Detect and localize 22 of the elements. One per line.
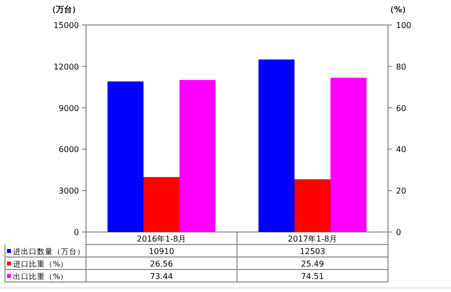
y2-tick-label: 20 bbox=[396, 186, 406, 196]
y-axis-title: （万台） bbox=[48, 5, 80, 14]
data-label: 73.44 bbox=[150, 272, 173, 281]
y2-axis-title: （%） bbox=[386, 5, 410, 14]
y2-tick-label: 40 bbox=[396, 145, 406, 154]
y2-tick-label: 80 bbox=[396, 62, 406, 72]
y2-tick-label: 60 bbox=[396, 104, 406, 113]
data-label: 25.49 bbox=[301, 260, 324, 268]
data-label: 10910 bbox=[148, 247, 174, 256]
x-tick-label: 2017年1-8月 bbox=[288, 234, 338, 244]
y2-tick-label: 100 bbox=[396, 21, 412, 30]
x-tick-label: 2016年1-8月 bbox=[136, 234, 186, 244]
y-tick-label: 9000 bbox=[58, 104, 79, 113]
y-tick-label: 12000 bbox=[54, 62, 79, 72]
data-label: 74.51 bbox=[301, 272, 324, 281]
y-tick-label: 3000 bbox=[58, 186, 79, 196]
y-tick-label: 6000 bbox=[58, 145, 79, 154]
y2-tick-label: 0 bbox=[396, 228, 402, 237]
data-label: 12503 bbox=[300, 247, 326, 256]
data-label: 26.56 bbox=[150, 260, 173, 268]
y-tick-label: 0 bbox=[74, 228, 79, 237]
y-tick-label: 15000 bbox=[54, 21, 79, 30]
